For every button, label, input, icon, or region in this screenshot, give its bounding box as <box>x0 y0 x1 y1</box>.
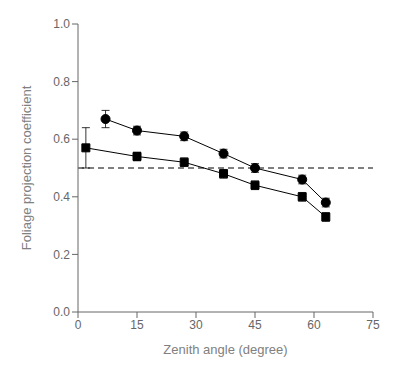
svg-text:30: 30 <box>189 318 203 332</box>
svg-text:0.0: 0.0 <box>53 305 70 319</box>
svg-text:Zenith angle (degree): Zenith angle (degree) <box>163 342 287 357</box>
svg-text:0.2: 0.2 <box>53 248 70 262</box>
svg-text:0.8: 0.8 <box>53 75 70 89</box>
svg-text:15: 15 <box>130 318 144 332</box>
svg-text:75: 75 <box>366 318 380 332</box>
svg-text:1.0: 1.0 <box>53 17 70 31</box>
svg-text:0.6: 0.6 <box>53 132 70 146</box>
svg-text:45: 45 <box>248 318 262 332</box>
svg-text:0.4: 0.4 <box>53 190 70 204</box>
svg-text:0: 0 <box>75 318 82 332</box>
svg-text:60: 60 <box>307 318 321 332</box>
svg-text:Foliage projection coefficient: Foliage projection coefficient <box>19 85 34 250</box>
